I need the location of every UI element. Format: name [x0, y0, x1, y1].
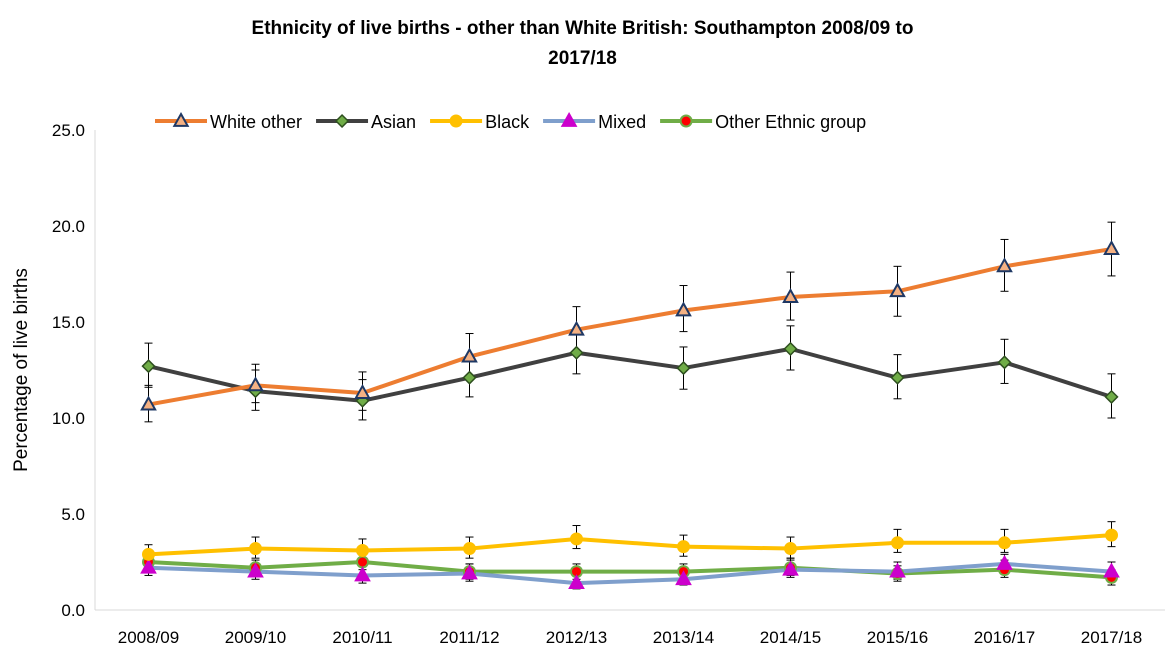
chart-title-line-1: Ethnicity of live births - other than Wh… [251, 18, 914, 39]
data-point-mixed [889, 562, 906, 578]
data-point-mixed [461, 564, 478, 580]
y-tick-label: 25.0 [52, 121, 85, 140]
legend-item-mixed: Mixed [543, 111, 646, 132]
series-line-other-ethnic-group [148, 560, 1112, 580]
legend-marker [334, 113, 350, 129]
x-tick-label: 2011/12 [439, 628, 499, 647]
legend-label: Other Ethnic group [715, 112, 866, 132]
y-tick-label: 15.0 [52, 313, 85, 332]
data-point-asian [462, 370, 477, 385]
data-point-black [998, 536, 1011, 550]
data-point-white-other [247, 376, 264, 392]
data-point-asian [1104, 389, 1119, 404]
series-line-mixed [148, 561, 1112, 586]
data-point-black [677, 540, 690, 554]
data-point-white-other [568, 320, 585, 336]
data-point-black [463, 542, 476, 556]
data-point-black [1105, 528, 1118, 542]
data-point-other-ethnic-group [356, 555, 369, 569]
x-tick-label: 2008/09 [118, 628, 179, 647]
series-markers [140, 239, 1120, 590]
data-point-asian [997, 355, 1012, 370]
x-tick-label: 2013/14 [653, 628, 714, 647]
data-point-black [570, 532, 583, 546]
legend-marker [172, 111, 190, 127]
chart-title-line-2: 2017/18 [548, 48, 617, 69]
data-point-black [142, 547, 155, 561]
legend-label: Asian [371, 112, 416, 132]
data-point-asian [141, 359, 156, 374]
data-point-asian [569, 345, 584, 360]
data-point-asian [676, 361, 691, 376]
data-point-mixed [140, 558, 157, 574]
legend-item-white-other: White other [155, 111, 302, 132]
legend-marker [449, 114, 463, 128]
x-tick-label: 2009/10 [225, 628, 286, 647]
series-line-black [148, 533, 1112, 557]
axes [94, 130, 1165, 611]
data-point-mixed [1103, 562, 1120, 578]
data-point-white-other [461, 347, 478, 363]
data-point-mixed [675, 570, 692, 586]
x-tick-label: 2015/16 [867, 628, 928, 647]
legend-item-other-ethnic-group: Other Ethnic group [660, 112, 866, 132]
x-tick-label: 2017/18 [1081, 628, 1142, 647]
data-point-white-other [996, 257, 1013, 273]
legend-label: Black [485, 112, 530, 132]
data-point-black [356, 543, 369, 557]
x-tick-label: 2016/17 [974, 628, 1035, 647]
legend: White other Asian Black Mixed Other Ethnic g… [155, 111, 866, 132]
series-line-asian [148, 346, 1113, 403]
data-point-asian [783, 341, 798, 356]
data-point-white-other [1103, 239, 1120, 255]
data-point-white-other [675, 301, 692, 317]
data-point-mixed [782, 560, 799, 576]
series-line-white-other [148, 247, 1112, 407]
x-tick-label: 2012/13 [546, 628, 607, 647]
x-tick-label: 2014/15 [760, 628, 821, 647]
y-axis-title: Percentage of live births [11, 268, 32, 472]
legend-item-black: Black [430, 112, 530, 132]
data-point-black [249, 542, 262, 556]
legend-item-asian: Asian [316, 112, 416, 132]
legend-marker [679, 114, 693, 128]
y-tick-label: 20.0 [52, 217, 85, 236]
data-point-mixed [568, 574, 585, 590]
y-tick-label: 10.0 [52, 409, 85, 428]
data-point-white-other [354, 383, 371, 399]
data-point-white-other [889, 282, 906, 298]
series-lines [148, 247, 1113, 586]
data-point-black [784, 542, 797, 556]
chart-title: Ethnicity of live births - other than Wh… [0, 14, 1165, 74]
x-tick-label: 2010/11 [332, 628, 392, 647]
data-point-white-other [782, 287, 799, 303]
legend-label: White other [210, 112, 302, 132]
data-point-asian [890, 370, 905, 385]
data-point-white-other [140, 395, 157, 411]
data-point-mixed [247, 562, 264, 578]
data-point-mixed [354, 566, 371, 582]
x-tick-labels: 2008/09 2009/10 2010/11 2011/12 2012/13 2013/… [118, 628, 1142, 647]
y-tick-label: 0.0 [61, 601, 85, 620]
y-tick-labels: 0.0 5.0 10.0 15.0 20.0 25.0 [52, 121, 85, 620]
legend-label: Mixed [598, 112, 646, 132]
y-tick-label: 5.0 [61, 505, 85, 524]
legend-marker [560, 111, 578, 127]
error-bars [144, 221, 1116, 590]
data-point-mixed [996, 554, 1013, 570]
data-point-black [891, 536, 904, 550]
